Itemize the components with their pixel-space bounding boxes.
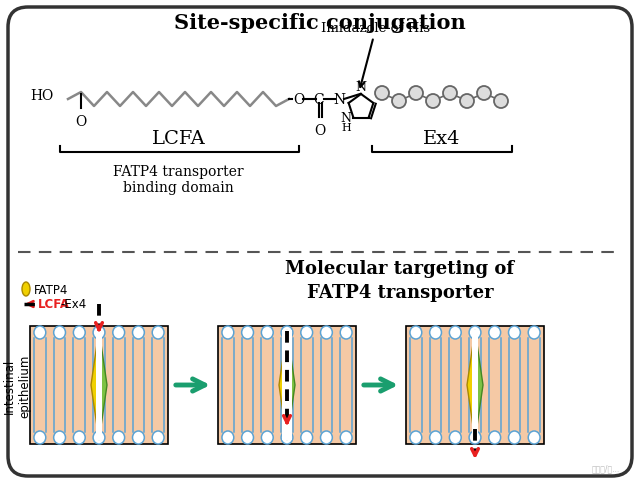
Ellipse shape	[469, 326, 481, 339]
Ellipse shape	[261, 326, 273, 339]
Text: O: O	[76, 115, 86, 129]
Ellipse shape	[469, 431, 481, 444]
Text: C: C	[314, 93, 324, 107]
Ellipse shape	[410, 326, 422, 339]
Ellipse shape	[281, 431, 293, 444]
Ellipse shape	[429, 431, 442, 444]
Ellipse shape	[301, 326, 312, 339]
Text: Molecular targeting of
FATP4 transporter: Molecular targeting of FATP4 transporter	[285, 259, 515, 301]
Ellipse shape	[113, 326, 125, 339]
Ellipse shape	[321, 431, 332, 444]
Circle shape	[460, 95, 474, 109]
FancyBboxPatch shape	[8, 8, 632, 476]
Text: Ex4: Ex4	[423, 130, 460, 148]
Ellipse shape	[74, 431, 85, 444]
Ellipse shape	[509, 326, 520, 339]
Ellipse shape	[74, 326, 85, 339]
Ellipse shape	[261, 431, 273, 444]
Circle shape	[426, 95, 440, 109]
Ellipse shape	[132, 431, 145, 444]
Ellipse shape	[449, 326, 461, 339]
Ellipse shape	[281, 326, 293, 339]
Polygon shape	[99, 330, 107, 440]
Ellipse shape	[152, 431, 164, 444]
Polygon shape	[91, 330, 99, 440]
Text: 百家号/佰...: 百家号/佰...	[592, 463, 620, 472]
Polygon shape	[467, 330, 475, 440]
Text: N: N	[340, 112, 351, 125]
Ellipse shape	[222, 326, 234, 339]
Ellipse shape	[340, 326, 352, 339]
Ellipse shape	[449, 431, 461, 444]
Ellipse shape	[509, 431, 520, 444]
Text: Intestinal
epithelium: Intestinal epithelium	[3, 354, 31, 417]
Ellipse shape	[242, 326, 253, 339]
Ellipse shape	[489, 326, 500, 339]
Bar	[218, 326, 356, 444]
Text: N: N	[333, 93, 345, 107]
Text: H: H	[342, 122, 351, 132]
Circle shape	[392, 95, 406, 109]
Ellipse shape	[132, 326, 145, 339]
Ellipse shape	[301, 431, 312, 444]
Text: HO: HO	[30, 89, 54, 103]
Ellipse shape	[242, 431, 253, 444]
Polygon shape	[279, 330, 287, 440]
Ellipse shape	[429, 326, 442, 339]
Ellipse shape	[54, 326, 65, 339]
Ellipse shape	[34, 326, 46, 339]
Ellipse shape	[410, 431, 422, 444]
Polygon shape	[96, 330, 102, 440]
Ellipse shape	[222, 431, 234, 444]
Ellipse shape	[489, 431, 500, 444]
Text: -Ex4: -Ex4	[60, 298, 86, 311]
Text: LCFA: LCFA	[38, 298, 70, 311]
Text: FATP4 transporter
binding domain: FATP4 transporter binding domain	[113, 165, 244, 195]
Text: FATP4: FATP4	[34, 283, 68, 296]
Circle shape	[443, 87, 457, 101]
Ellipse shape	[93, 326, 105, 339]
Ellipse shape	[22, 283, 30, 296]
Polygon shape	[287, 330, 295, 440]
Bar	[30, 326, 168, 444]
Text: O: O	[293, 93, 304, 107]
Text: O: O	[314, 124, 326, 138]
Circle shape	[477, 87, 491, 101]
Ellipse shape	[340, 431, 352, 444]
Ellipse shape	[321, 326, 332, 339]
Polygon shape	[475, 330, 483, 440]
Ellipse shape	[152, 326, 164, 339]
Bar	[406, 326, 544, 444]
Polygon shape	[472, 330, 478, 440]
Polygon shape	[282, 330, 292, 440]
Ellipse shape	[528, 326, 540, 339]
Text: Site-specific conjugation: Site-specific conjugation	[174, 13, 466, 33]
Ellipse shape	[34, 431, 46, 444]
Circle shape	[375, 87, 389, 101]
Ellipse shape	[54, 431, 65, 444]
Text: N: N	[355, 81, 367, 94]
Circle shape	[494, 95, 508, 109]
Ellipse shape	[528, 431, 540, 444]
Text: LCFA: LCFA	[152, 130, 205, 148]
Ellipse shape	[93, 431, 105, 444]
Circle shape	[409, 87, 423, 101]
Ellipse shape	[113, 431, 125, 444]
Text: Imidazole of His: Imidazole of His	[321, 22, 431, 88]
